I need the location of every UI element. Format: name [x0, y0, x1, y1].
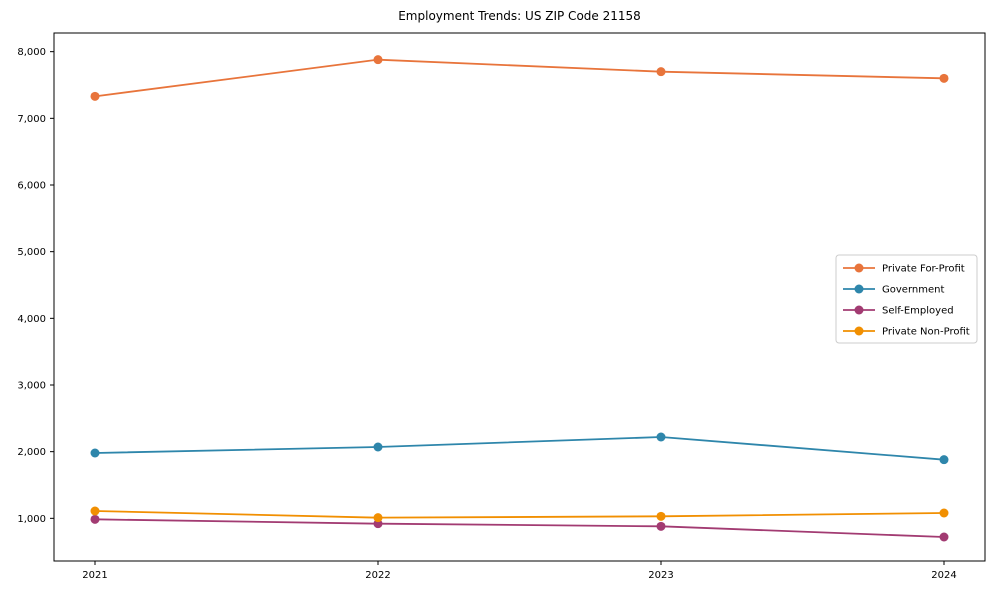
- legend-label: Private For-Profit: [882, 264, 965, 275]
- data-point-marker: [656, 511, 666, 521]
- series-line: [94, 510, 945, 519]
- data-point-marker: [939, 532, 949, 542]
- data-point-marker: [90, 514, 100, 524]
- legend-label: Private Non-Profit: [882, 327, 970, 338]
- legend-label: Government: [882, 285, 944, 296]
- series-line: [94, 518, 945, 538]
- y-tick-label: 7,000: [17, 114, 46, 125]
- chart-title: Employment Trends: US ZIP Code 21158: [398, 9, 641, 23]
- legend-marker: [854, 284, 864, 294]
- data-point-marker: [656, 67, 666, 77]
- series-line: [94, 58, 945, 98]
- x-tick-label: 2022: [365, 570, 390, 581]
- data-point-marker: [373, 442, 383, 452]
- data-point-marker: [656, 432, 666, 442]
- y-tick-label: 1,000: [17, 514, 46, 525]
- data-point-marker: [90, 91, 100, 101]
- data-point-marker: [656, 521, 666, 531]
- plot-border: [53, 32, 986, 562]
- legend-marker: [854, 263, 864, 273]
- legend-box: [835, 254, 978, 344]
- y-tick-label: 6,000: [17, 181, 46, 192]
- legend-marker: [854, 305, 864, 315]
- data-point-marker: [373, 55, 383, 65]
- y-tick-label: 3,000: [17, 381, 46, 392]
- data-point-marker: [90, 506, 100, 516]
- data-point-marker: [939, 455, 949, 465]
- x-tick-label: 2024: [931, 570, 956, 581]
- x-tick-label: 2023: [648, 570, 673, 581]
- data-point-marker: [939, 508, 949, 518]
- series-line: [94, 436, 945, 461]
- y-tick-label: 2,000: [17, 447, 46, 458]
- legend-marker: [854, 326, 864, 336]
- y-tick-label: 4,000: [17, 314, 46, 325]
- data-point-marker: [373, 513, 383, 523]
- y-tick-label: 5,000: [17, 247, 46, 258]
- data-point-marker: [90, 448, 100, 458]
- legend-label: Self-Employed: [882, 306, 954, 317]
- data-point-marker: [939, 73, 949, 83]
- y-tick-label: 8,000: [17, 47, 46, 58]
- x-tick-label: 2021: [82, 570, 107, 581]
